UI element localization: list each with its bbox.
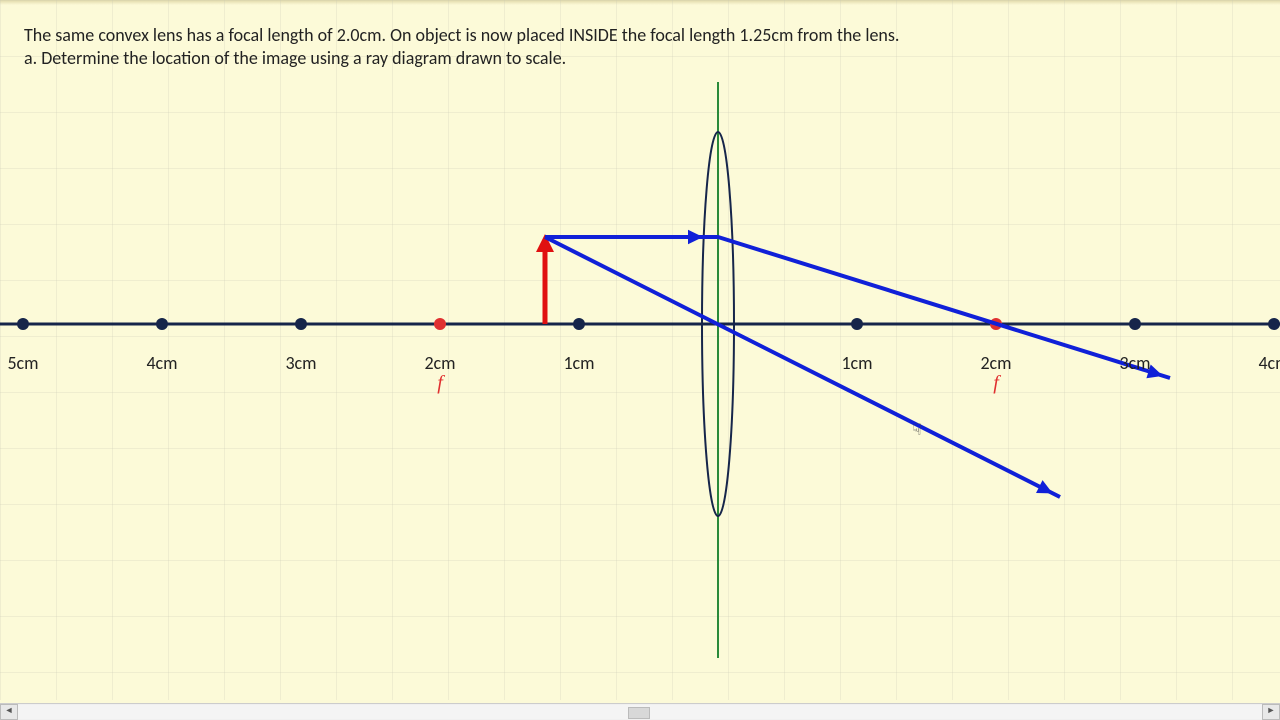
focal-point-label: f (437, 372, 443, 395)
axis-tick-label: 1cm (563, 352, 594, 374)
axis-tick-label: 3cm (1119, 352, 1150, 374)
horizontal-scrollbar[interactable]: ◄ ► (0, 703, 1280, 720)
axis-tick-label: 4cm (1258, 352, 1280, 374)
axis-tick-label: 4cm (146, 352, 177, 374)
axis-tick-label: 3cm (285, 352, 316, 374)
focal-point-label: f (993, 372, 999, 395)
axis-tick-label: 5cm (7, 352, 38, 374)
axis-tick-label: 2cm (980, 352, 1011, 374)
scroll-thumb[interactable] (628, 707, 650, 719)
scroll-right-button[interactable]: ► (1262, 704, 1280, 720)
scroll-track[interactable] (18, 705, 1262, 719)
axis-tick-label: 1cm (841, 352, 872, 374)
scroll-left-button[interactable]: ◄ (0, 704, 18, 720)
ray-diagram (0, 0, 1280, 700)
axis-tick-label: 2cm (424, 352, 455, 374)
